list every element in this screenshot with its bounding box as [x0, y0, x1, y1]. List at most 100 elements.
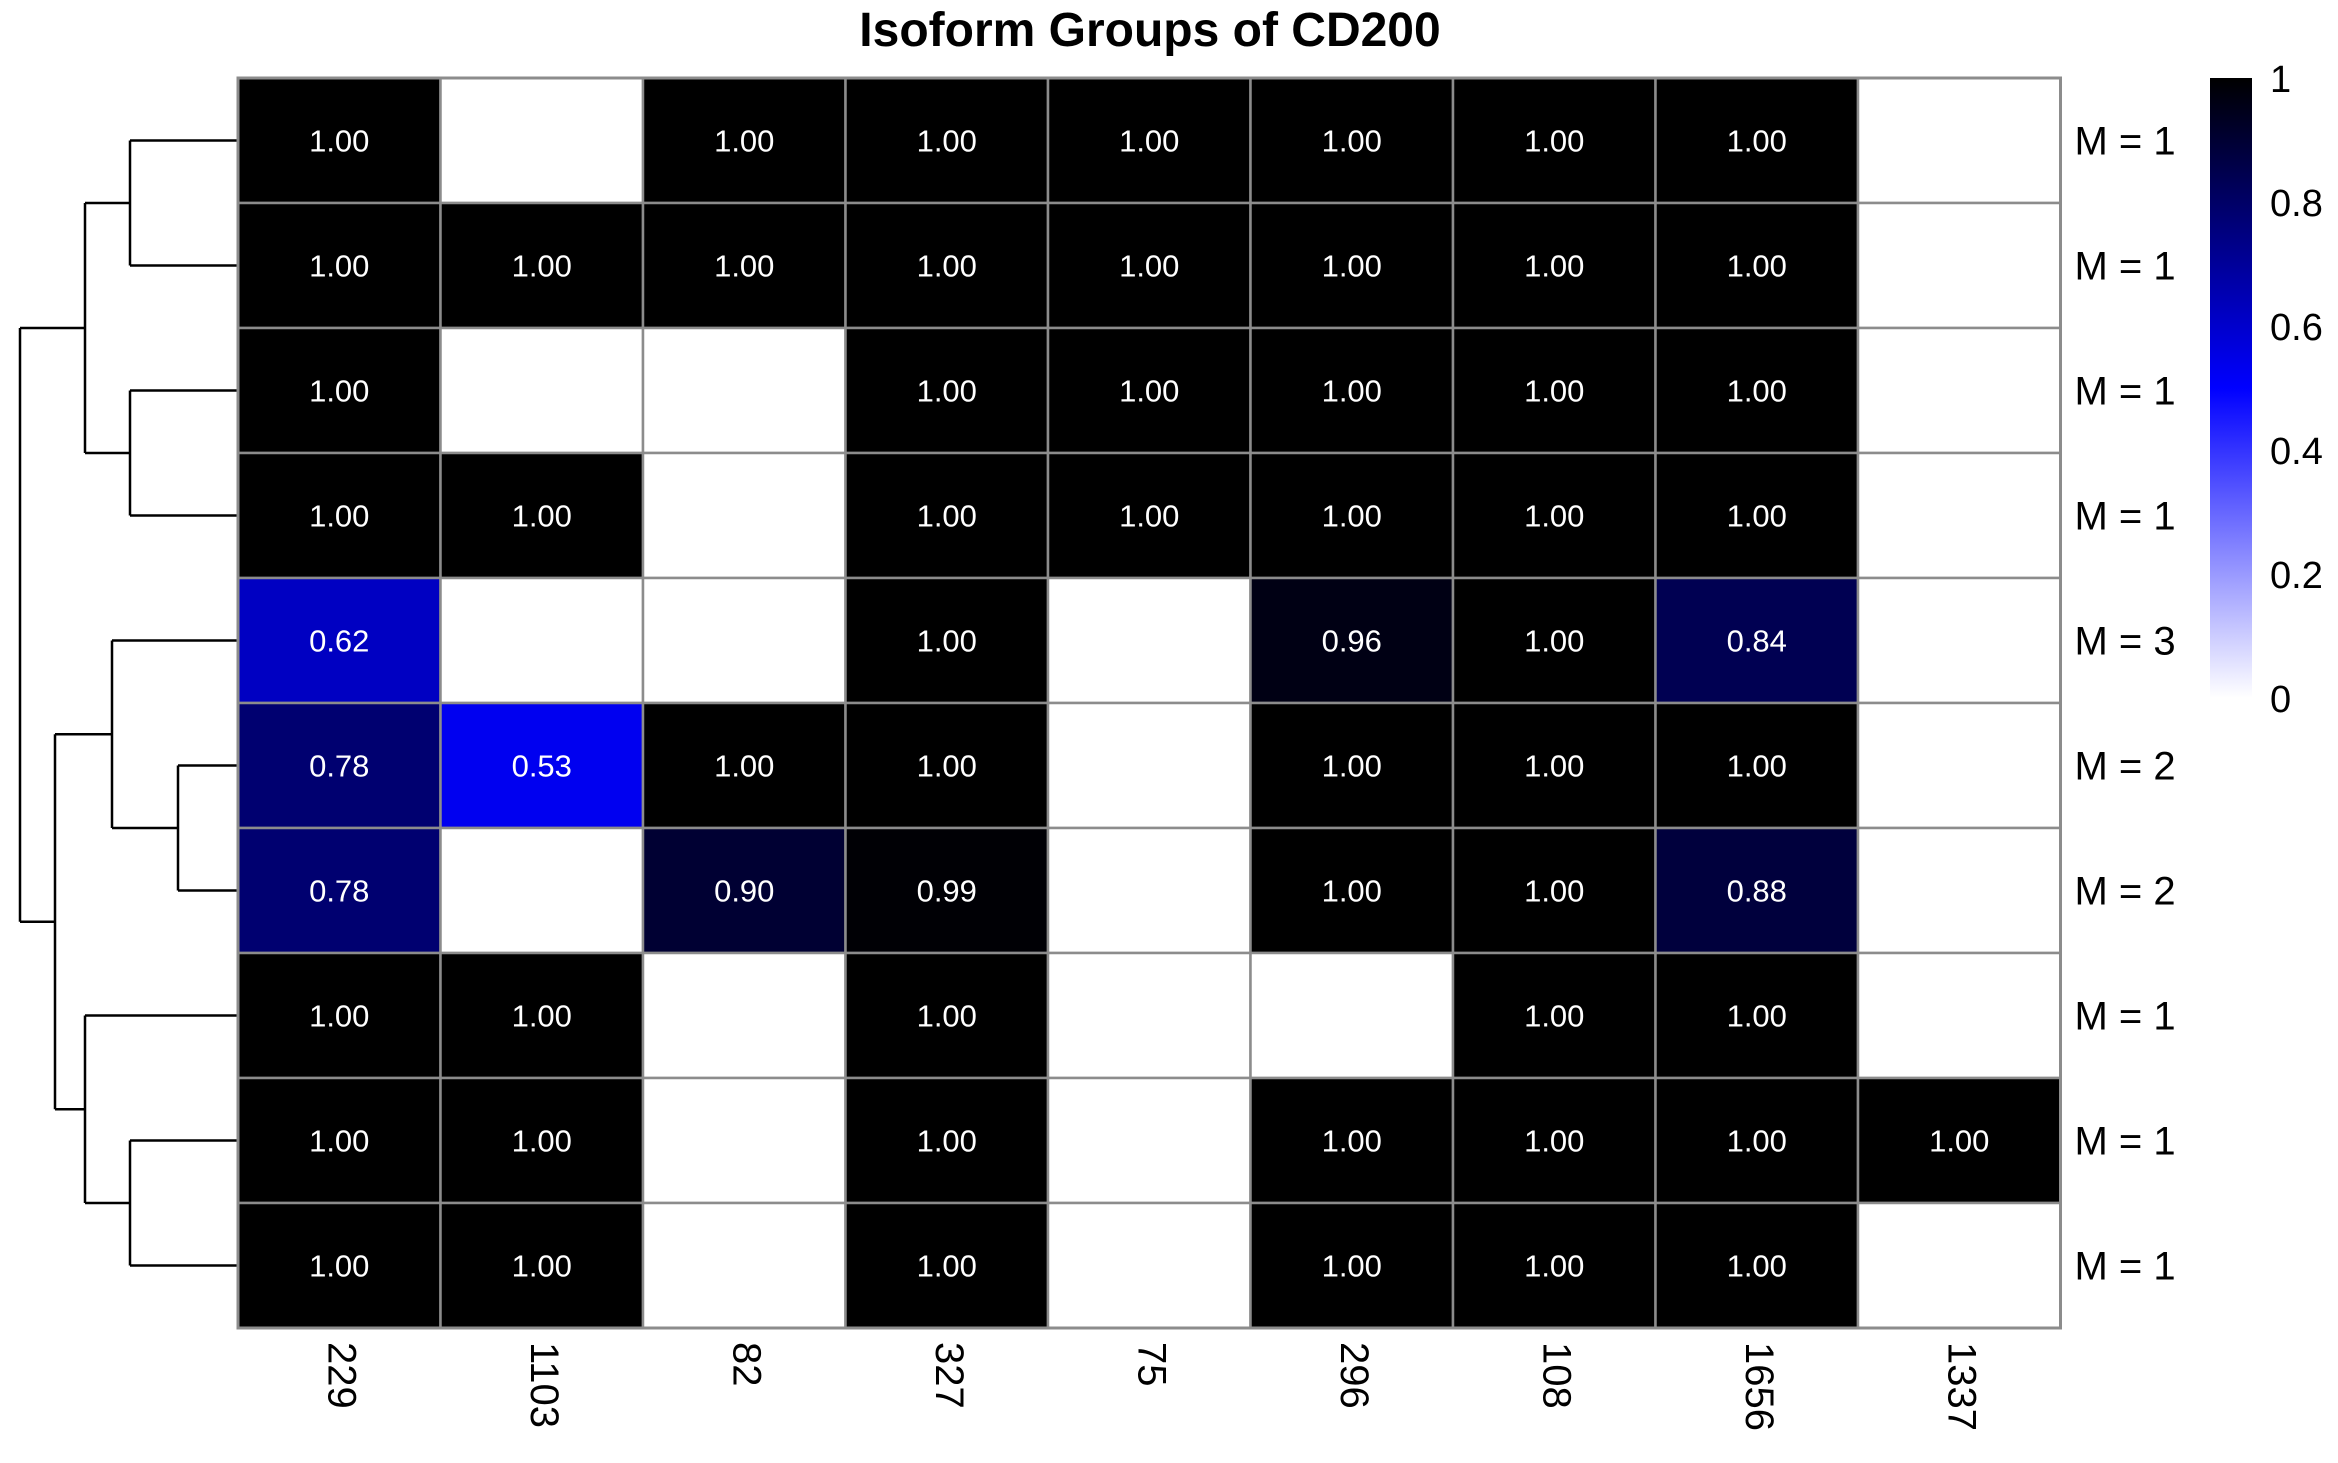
cell-value-label: 1.00 [309, 124, 369, 159]
cell-value-label: 1.00 [1524, 374, 1584, 409]
heatmap-cell [641, 1076, 847, 1205]
cell-value-label: 1.00 [1322, 874, 1382, 909]
cell-value-label: 1.00 [714, 749, 774, 784]
heatmap-cell [1856, 701, 2062, 830]
row-label: M = 1 [2075, 120, 2176, 164]
cell-value-label: 1.00 [1524, 124, 1584, 159]
heatmap-cell [1046, 951, 1252, 1080]
cell-value-label: 1.00 [1119, 374, 1179, 409]
heatmap-cell [1654, 451, 1860, 580]
cell-value-label: 1.00 [1119, 499, 1179, 534]
heatmap-cell [1856, 451, 2062, 580]
cell-value-label: 0.90 [714, 874, 774, 909]
heatmap-cell [439, 1076, 645, 1205]
cell-value-label: 1.00 [1322, 1124, 1382, 1159]
heatmap-cell [236, 201, 442, 330]
heatmap-cell [1856, 326, 2062, 455]
heatmap-cell [236, 951, 442, 1080]
heatmap-cell [1046, 576, 1252, 705]
heatmap-cell [1654, 326, 1860, 455]
heatmap-cell [1654, 826, 1860, 955]
cell-value-label: 0.96 [1322, 624, 1382, 659]
cell-value-label: 1.00 [512, 1249, 572, 1284]
heatmap-cell [1654, 76, 1860, 205]
row-label: M = 1 [2075, 995, 2176, 1039]
cell-value-label: 1.00 [917, 374, 977, 409]
heatmap-cell [1451, 326, 1657, 455]
heatmap-cell [844, 951, 1050, 1080]
cell-value-label: 1.00 [1727, 249, 1787, 284]
heatmap-cell [1046, 451, 1252, 580]
cell-value-label: 1.00 [512, 999, 572, 1034]
heatmap-cell [1249, 1201, 1455, 1330]
column-label: 108 [1535, 1342, 1579, 1409]
cell-value-label: 1.00 [1322, 749, 1382, 784]
column-label: 82 [725, 1342, 769, 1387]
cell-value-label: 1.00 [714, 124, 774, 159]
cell-value-label: 1.00 [1727, 1249, 1787, 1284]
cell-value-label: 1.00 [1524, 1249, 1584, 1284]
heatmap-cell [641, 826, 847, 955]
heatmap-cell [1451, 76, 1657, 205]
heatmap-cell [439, 326, 645, 455]
cell-value-label: 1.00 [512, 1124, 572, 1159]
row-dendrogram [18, 139, 238, 1267]
heatmap-cell [1046, 76, 1252, 205]
cell-value-label: 1.00 [917, 999, 977, 1034]
row-label: M = 1 [2075, 245, 2176, 289]
cell-value-label: 1.00 [309, 374, 369, 409]
heatmap-cell [1856, 576, 2062, 705]
legend-tick-label: 0 [2270, 679, 2291, 721]
cell-value-label: 1.00 [917, 124, 977, 159]
heatmap-cell [439, 826, 645, 955]
cell-value-label: 1.00 [309, 999, 369, 1034]
cell-value-label: 1.00 [1727, 749, 1787, 784]
column-label: 229 [320, 1342, 364, 1409]
cell-value-label: 1.00 [512, 499, 572, 534]
heatmap-cell [1451, 451, 1657, 580]
cell-value-label: 1.00 [1322, 1249, 1382, 1284]
cell-value-label: 1.00 [1524, 874, 1584, 909]
heatmap-cell [439, 451, 645, 580]
cell-value-label: 1.00 [917, 624, 977, 659]
cell-value-label: 1.00 [1727, 999, 1787, 1034]
cell-value-label: 1.00 [1524, 249, 1584, 284]
row-label: M = 1 [2075, 495, 2176, 539]
cell-value-label: 1.00 [1727, 499, 1787, 534]
heatmap-cell [1451, 1076, 1657, 1205]
row-label: M = 1 [2075, 1245, 2176, 1289]
cell-value-label: 1.00 [1322, 499, 1382, 534]
heatmap-cell [1856, 76, 2062, 205]
legend-tick-label: 0.2 [2270, 555, 2323, 597]
heatmap-cell [439, 76, 645, 205]
heatmap-cell [641, 1201, 847, 1330]
cell-value-label: 1.00 [1524, 624, 1584, 659]
heatmap-cell [439, 576, 645, 705]
heatmap-cell [641, 451, 847, 580]
cell-value-label: 1.00 [917, 249, 977, 284]
heatmap-cell [1046, 1076, 1252, 1205]
heatmap-cell [844, 76, 1050, 205]
legend-tick-label: 0.6 [2270, 307, 2323, 349]
heatmap-cell [1451, 826, 1657, 955]
row-label: M = 2 [2075, 870, 2176, 914]
cell-value-label: 0.99 [917, 874, 977, 909]
heatmap-cell [1046, 326, 1252, 455]
row-label: M = 3 [2075, 620, 2176, 664]
heatmap-cell [1856, 201, 2062, 330]
cell-value-label: 1.00 [917, 1249, 977, 1284]
cell-value-label: 1.00 [309, 249, 369, 284]
heatmap-cell [1249, 576, 1455, 705]
cell-value-label: 1.00 [1929, 1124, 1989, 1159]
cell-value-label: 1.00 [1322, 374, 1382, 409]
heatmap-cell [1046, 201, 1252, 330]
cell-value-label: 1.00 [1727, 1124, 1787, 1159]
cell-value-label: 1.00 [309, 1124, 369, 1159]
column-label: 1103 [522, 1342, 566, 1428]
cell-value-label: 0.62 [309, 624, 369, 659]
legend-tick-label: 0.8 [2270, 183, 2323, 225]
heatmap-cell [1046, 701, 1252, 830]
cell-value-label: 1.00 [1524, 999, 1584, 1034]
heatmap-cell [641, 951, 847, 1080]
column-label: 296 [1332, 1342, 1376, 1409]
